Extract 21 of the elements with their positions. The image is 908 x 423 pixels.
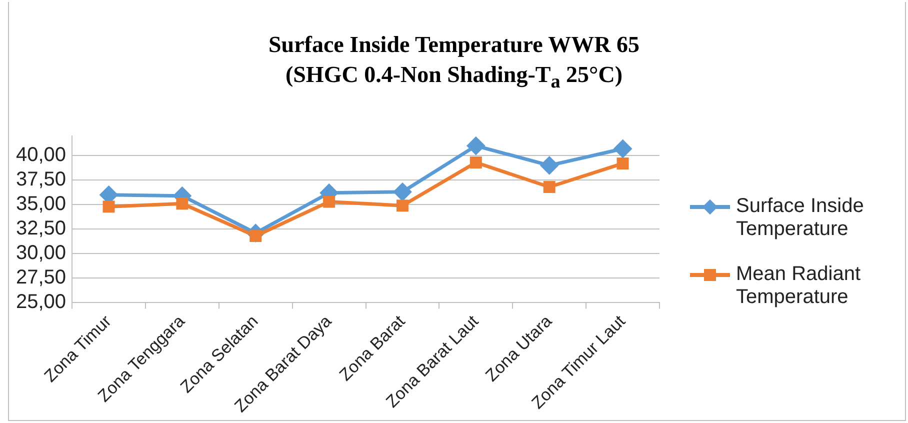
y-tick-label: 40,00 [16, 144, 66, 166]
y-tick-label: 30,00 [16, 242, 66, 264]
y-tick-label: 35,00 [16, 193, 66, 216]
point [616, 157, 629, 170]
point [394, 183, 412, 201]
chart-title: Surface Inside Temperature WWR 65 (SHGC 0.4-Non Shading-T$_{a}$ 25°C) [268, 31, 640, 95]
y-tick-label: 37,50 [16, 168, 66, 191]
point [396, 200, 408, 212]
point [323, 196, 336, 208]
y-tick-label: 27,50 [16, 266, 66, 289]
point [176, 198, 188, 210]
legend-label: Mean Radiant Temperature [736, 263, 862, 309]
point [543, 181, 556, 193]
point [102, 200, 115, 213]
point [540, 156, 558, 174]
point [614, 140, 632, 158]
y-tick-label: 25,00 [16, 291, 66, 314]
point [470, 156, 482, 168]
legend-label: Surface Inside Temperature [736, 195, 865, 241]
y-tick-label: 32,50 [16, 218, 66, 240]
point [467, 137, 485, 155]
